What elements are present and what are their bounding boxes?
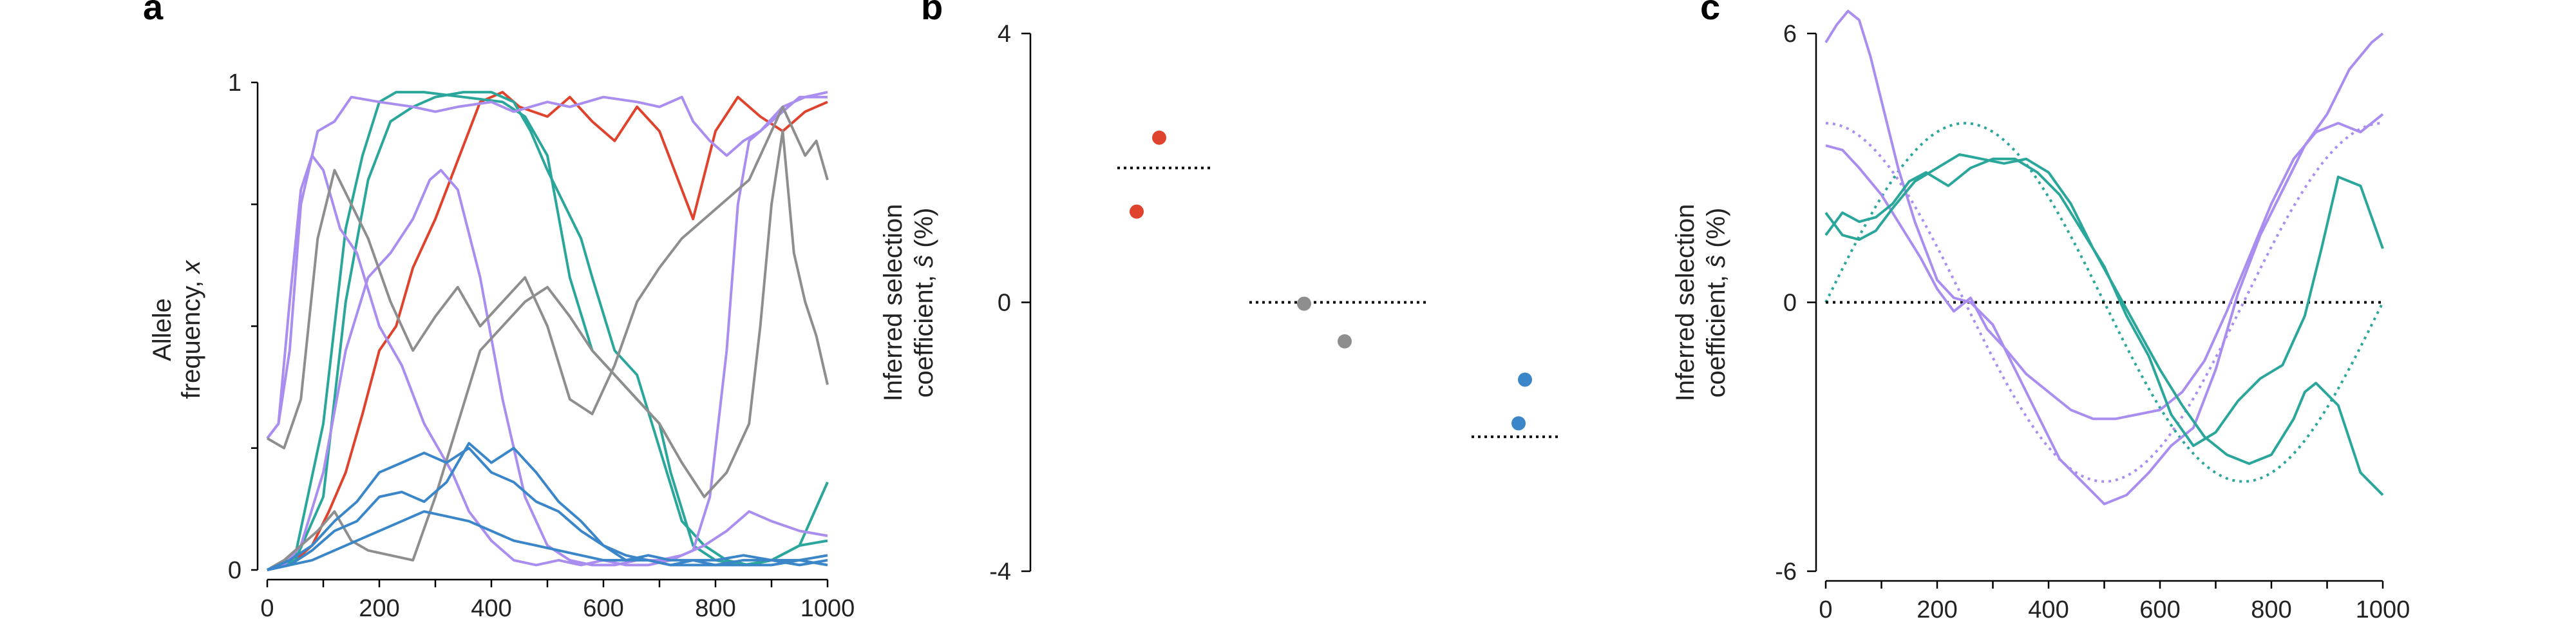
panel-b-point-blue-1 (1511, 416, 1526, 431)
panel-c-time-varying-selection: c Inferred selection coefficient, ŝ (%) … (1671, 0, 2410, 623)
panel-a-ylabel-text: frequency, (177, 274, 205, 399)
panel-a-ylabel-var: x (177, 260, 205, 275)
panel-a-trace-gray-6 (266, 105, 829, 450)
panel-c-trace-teal-3 (1824, 153, 2384, 497)
panel-c-ylabel-suffix: (%) (1702, 208, 1730, 255)
panel-b-ylabel-line2: coefficient, ŝ (%) (910, 208, 938, 398)
panel-a-xtick-label-4: 800 (695, 595, 735, 622)
panel-a-trace-purple-4 (266, 95, 828, 567)
panel-a-xtick-label-1: 200 (359, 595, 399, 622)
panel-b-ylabel-var: ŝ (910, 255, 938, 268)
panel-a-ylabel: Allele frequency, x (148, 260, 205, 399)
panel-c-trace-purple-0 (1824, 10, 2384, 506)
panel-b-ytick-label-1: 0 (998, 290, 1011, 317)
panel-b-ytick-label-0: 4 (998, 21, 1011, 48)
panel-c-ytick-label-0: 6 (1783, 21, 1797, 48)
panel-b-ylabel-line1: Inferred selection (879, 204, 907, 402)
panel-a-ylabel-line1: Allele (148, 298, 176, 361)
panel-a-xtick-label-0: 0 (260, 595, 274, 622)
panel-b-point-gray-1 (1338, 334, 1352, 349)
panel-c-ylabel-line1: Inferred selection (1671, 204, 1700, 402)
panel-b-label: b (921, 0, 943, 27)
panel-a-label: a (143, 0, 164, 27)
panel-b-ylabel-suffix: (%) (910, 208, 938, 255)
panel-c-xtick-label-1: 200 (1917, 596, 1957, 623)
panel-c-axes: 6 0 -6 0 200 400 600 800 1000 (1775, 21, 2410, 623)
panel-a-xtick-label-3: 600 (583, 595, 623, 622)
panel-c-xtick-label-3: 600 (2139, 596, 2180, 623)
panel-a-ytick-label-0: 0 (228, 557, 242, 584)
panel-c-xtick-label-2: 400 (2028, 596, 2069, 623)
panel-a-xtick-label-2: 400 (471, 595, 511, 622)
panel-c-label: c (1700, 0, 1720, 27)
panel-a-trace-blue-10 (267, 510, 828, 571)
panel-c-reference-line-teal (1824, 122, 2384, 483)
panel-c-ylabel-var: ŝ (1702, 255, 1730, 268)
panel-c-ylabel-text: coefficient, (1702, 268, 1730, 398)
panel-a-trace-blue-9 (267, 442, 828, 571)
panel-a-trace-purple-5 (267, 169, 828, 571)
panel-c-ytick-label-1: 0 (1783, 290, 1797, 317)
panel-a-trace-gray-7 (266, 129, 829, 571)
panel-c-xtick-label-0: 0 (1819, 596, 1832, 623)
panel-c-ylabel-line2: coefficient, ŝ (%) (1702, 208, 1730, 398)
panel-a-trace-purple-3 (266, 91, 828, 439)
panel-a-traces (266, 91, 829, 571)
panel-b-selection-points: b Inferred selection coefficient, ŝ (%) … (879, 0, 1562, 585)
panel-b-ytick-label-2: -4 (989, 558, 1011, 585)
panel-b-ylabel-text: coefficient, (910, 268, 938, 398)
panel-c-xtick-label-5: 1000 (2356, 596, 2410, 623)
panel-a-axes: 0 1 0 200 400 600 800 1000 (228, 70, 855, 622)
panel-b-content: 4 0 -4 (989, 21, 1562, 585)
panel-c-trace-purple-1 (1825, 113, 2384, 421)
panel-c-xtick-label-4: 800 (2251, 596, 2291, 623)
panel-c-ytick-label-2: -6 (1775, 558, 1797, 585)
panel-c-content (1824, 10, 2384, 506)
panel-a-trace-teal-1 (267, 91, 829, 571)
panel-b-ylabel: Inferred selection coefficient, ŝ (%) (879, 204, 938, 402)
panel-a-trace-blue-8 (267, 446, 828, 571)
panel-b-point-red-0 (1152, 130, 1166, 145)
panel-b-point-red-1 (1130, 204, 1144, 219)
panel-a-trace-red-0 (267, 91, 828, 571)
panel-b-point-gray-0 (1297, 296, 1311, 311)
panel-a-allele-frequency: a Allele frequency, x 0 1 0 200 400 600 800 100… (143, 0, 855, 622)
panel-a-xtick-label-5: 1000 (800, 595, 855, 622)
panel-a-ytick-label-1: 1 (228, 70, 242, 97)
panel-c-ylabel: Inferred selection coefficient, ŝ (%) (1671, 204, 1730, 402)
panel-a-ylabel-line2: frequency, x (177, 260, 205, 399)
panel-b-point-blue-0 (1518, 372, 1532, 387)
